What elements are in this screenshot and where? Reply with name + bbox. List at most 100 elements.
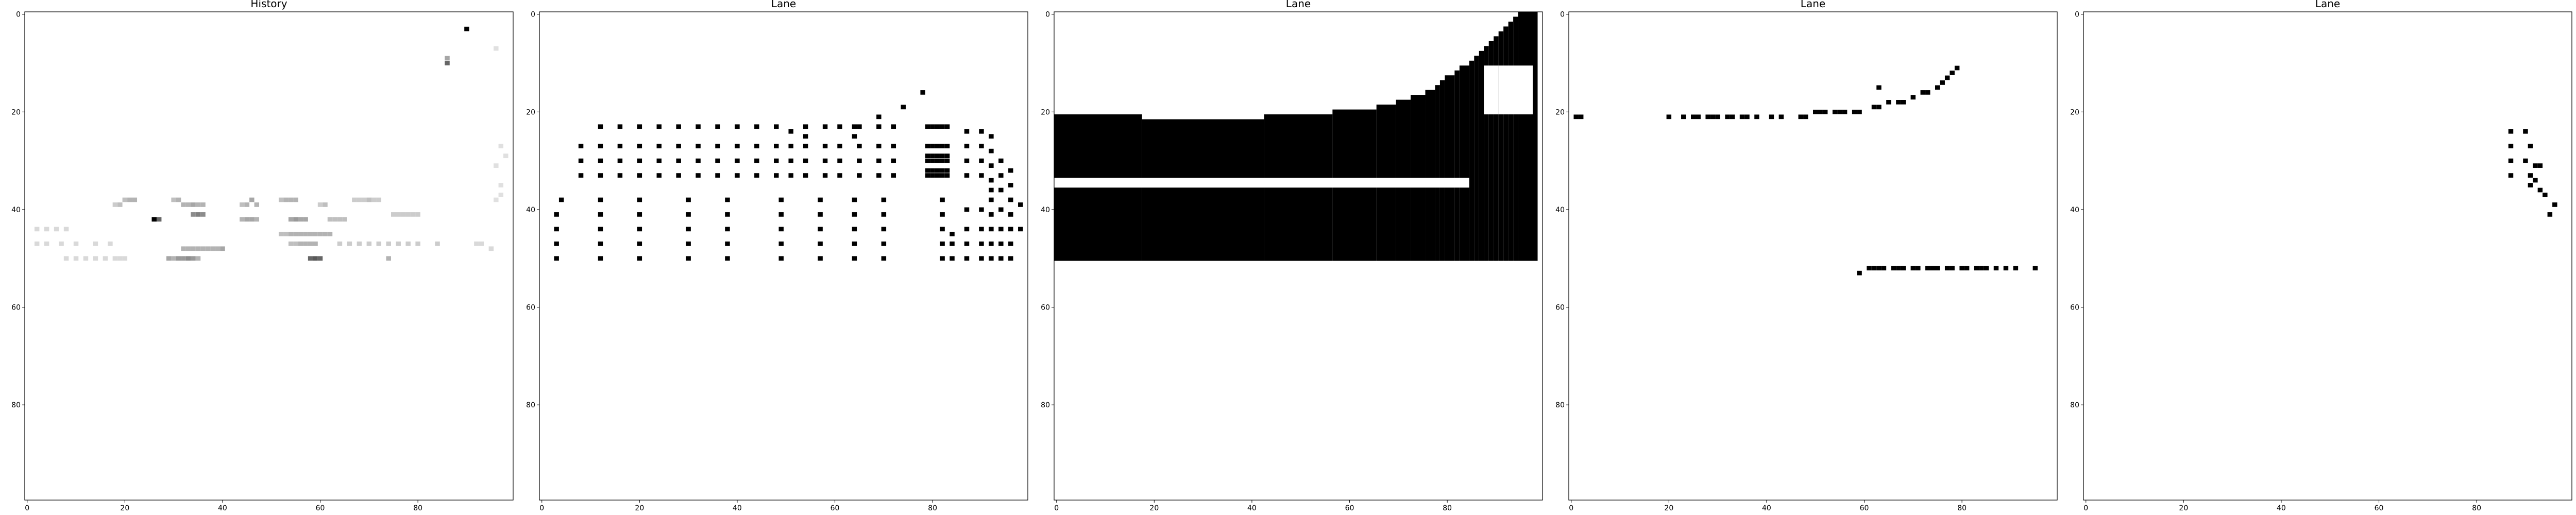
heatmap-cell	[283, 231, 289, 236]
heatmap-cell	[498, 144, 504, 149]
heatmap-cell	[1822, 109, 1828, 114]
heatmap-cell	[940, 173, 945, 178]
heatmap-cell	[778, 227, 784, 232]
heatmap-cell	[308, 231, 313, 236]
x-tick-label: 40	[733, 504, 742, 512]
heatmap-cell	[1891, 266, 1896, 271]
heatmap-cell	[405, 241, 411, 246]
heatmap-cell	[925, 168, 930, 173]
drivable-area-band	[1488, 41, 1494, 261]
heatmap-cell	[979, 256, 984, 261]
heatmap-cell	[818, 227, 823, 232]
heatmap-cell	[303, 231, 308, 236]
heatmap-cell	[725, 241, 730, 246]
heatmap-cell	[1857, 270, 1862, 276]
heatmap-cell	[494, 197, 499, 202]
heatmap-cell	[2003, 266, 2009, 271]
heatmap-cell	[327, 231, 333, 236]
heatmap-cell	[725, 227, 730, 232]
heatmap-cell	[278, 231, 284, 236]
heatmap-cell	[303, 217, 308, 222]
heatmap-cell	[964, 241, 970, 246]
heatmap-cell	[686, 256, 691, 261]
heatmap-cell	[1725, 114, 1730, 119]
heatmap-cell	[1984, 266, 1989, 271]
x-tick-label: 20	[1149, 504, 1159, 512]
heatmap-cell	[852, 241, 857, 246]
heatmap-cell	[998, 207, 1004, 212]
heatmap-cell	[554, 256, 559, 261]
heatmap-cell	[103, 256, 108, 261]
heatmap-cell	[837, 144, 842, 149]
heatmap-cell	[117, 202, 123, 207]
heatmap-cell	[191, 246, 196, 251]
heatmap-cell	[1008, 168, 1013, 173]
heatmap-cell	[293, 231, 298, 236]
heatmap-cell	[930, 173, 935, 178]
heatmap-cell	[151, 217, 157, 222]
heatmap-cell	[696, 124, 701, 129]
heatmap-cell	[342, 217, 347, 222]
heatmap-cell	[93, 256, 98, 261]
heatmap-cell	[396, 212, 401, 217]
heatmap-cell	[1696, 114, 1701, 119]
heatmap-cell	[298, 241, 303, 246]
heatmap-cell	[1710, 114, 1716, 119]
x-tick-label: 40	[218, 504, 227, 512]
cell-layer	[554, 90, 1023, 261]
heatmap-cell	[696, 158, 701, 163]
heatmap-cell	[254, 217, 260, 222]
heatmap-cell	[656, 173, 662, 178]
heatmap-cell	[176, 197, 181, 202]
heatmap-cell	[989, 227, 994, 232]
y-tick-label: 20	[2070, 108, 2079, 116]
heatmap-cell	[554, 241, 559, 246]
plot-frame	[1054, 11, 1543, 501]
x-tick-label: 40	[2277, 504, 2286, 512]
heatmap-cell	[313, 241, 318, 246]
heatmap-cell	[494, 46, 499, 51]
heatmap-cell	[2508, 158, 2514, 163]
heatmap-cell	[1730, 114, 1735, 119]
heatmap-cell	[347, 241, 352, 246]
heatmap-cell	[1008, 183, 1013, 187]
y-tick-label: 20	[1041, 108, 1050, 116]
heatmap-cell	[837, 173, 842, 178]
heatmap-cell	[2537, 187, 2543, 193]
cell-layer	[2508, 129, 2557, 217]
drivable-area-band	[1503, 26, 1509, 261]
heatmap-cell	[735, 173, 740, 178]
heatmap-cell	[803, 158, 808, 163]
heatmap-cell	[637, 212, 642, 217]
heatmap-cell	[200, 246, 206, 251]
heatmap-cell	[317, 231, 323, 236]
heatmap-cell	[112, 202, 118, 207]
heatmap-cell	[998, 158, 1004, 163]
heatmap-cell	[715, 124, 720, 129]
heatmap-cell	[715, 158, 720, 163]
heatmap-cell	[754, 158, 759, 163]
heatmap-cell	[930, 168, 935, 173]
heatmap-cell	[1818, 109, 1823, 114]
heatmap-cell	[2013, 266, 2019, 271]
y-tick-label: 0	[1045, 11, 1050, 19]
heatmap-cell	[940, 153, 945, 159]
heatmap-cell	[1940, 80, 1945, 85]
x-tick-label: 80	[1443, 504, 1452, 512]
heatmap-cell	[415, 212, 420, 217]
heatmap-cell	[1920, 90, 1926, 95]
x-tick-label: 60	[316, 504, 325, 512]
heatmap-cell	[400, 212, 406, 217]
heatmap-cell	[857, 158, 862, 163]
heatmap-cell	[944, 158, 950, 163]
heatmap-cell	[637, 124, 642, 129]
heatmap-cell	[317, 202, 323, 207]
heatmap-cell	[464, 26, 469, 31]
heatmap-cell	[122, 197, 128, 202]
heatmap-cell	[676, 124, 681, 129]
x-tick-label: 60	[1345, 504, 1354, 512]
y-tick-label: 60	[11, 304, 21, 312]
heatmap-cell	[656, 158, 662, 163]
heatmap-cell	[979, 207, 984, 212]
